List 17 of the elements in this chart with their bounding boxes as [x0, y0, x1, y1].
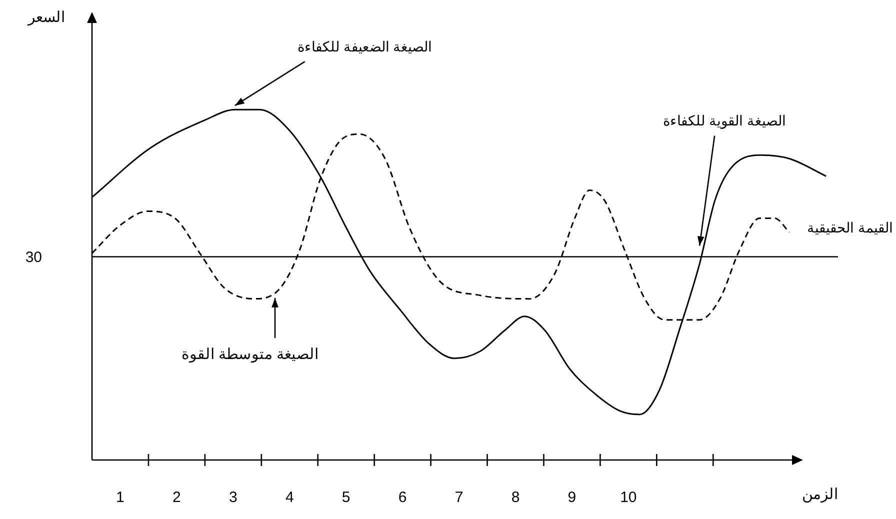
- x-tick-label: 8: [511, 489, 520, 506]
- x-tick-label: 1: [116, 489, 124, 506]
- text: السعر: [27, 9, 65, 26]
- annotation: الصيغة القوية للكفاءة: [663, 112, 786, 130]
- x-tick-label: 6: [398, 489, 407, 506]
- x-tick-label: 10: [620, 489, 637, 506]
- annotation: الصيغة متوسطة القوة: [181, 346, 319, 364]
- x-tick-label: 5: [342, 489, 350, 506]
- x-axis-title: الزمن: [802, 486, 838, 504]
- x-tick-label: 7: [454, 489, 464, 506]
- ref-line-label: القيمة الحقيقية: [807, 220, 893, 236]
- annotation: الصيغة الضعيفة للكفاءة: [297, 38, 432, 54]
- x-tick-label: 4: [285, 489, 294, 506]
- x-tick-label: 2: [172, 489, 181, 506]
- x-tick-label: 9: [568, 489, 576, 506]
- text: 30: [25, 249, 42, 266]
- x-tick-label: 3: [228, 489, 238, 506]
